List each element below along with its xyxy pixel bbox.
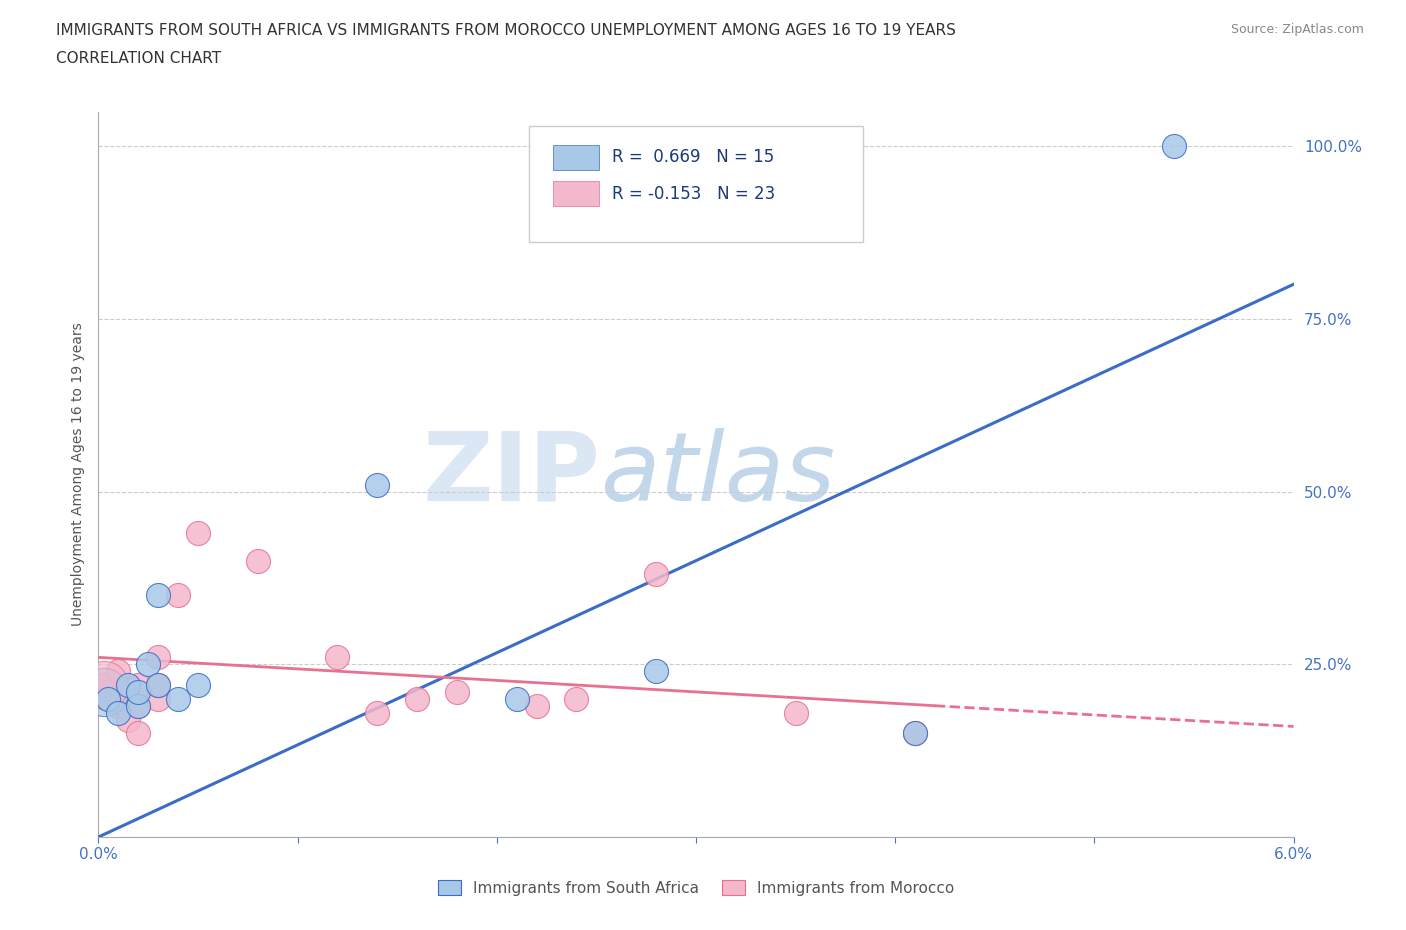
Point	[148, 691, 170, 706]
Point	[446, 684, 468, 699]
Point	[645, 567, 668, 582]
Point	[148, 678, 170, 693]
Text: IMMIGRANTS FROM SOUTH AFRICA VS IMMIGRANTS FROM MOROCCO UNEMPLOYMENT AMONG AGES : IMMIGRANTS FROM SOUTH AFRICA VS IMMIGRAN…	[56, 23, 956, 38]
Legend: Immigrants from South Africa, Immigrants from Morocco: Immigrants from South Africa, Immigrants…	[432, 873, 960, 902]
Point	[127, 698, 149, 713]
FancyBboxPatch shape	[553, 145, 599, 169]
Point	[565, 691, 588, 706]
Point	[107, 705, 129, 720]
Point	[167, 588, 190, 603]
Point	[107, 698, 129, 713]
Point	[93, 684, 115, 699]
FancyBboxPatch shape	[529, 126, 863, 242]
Point	[246, 553, 269, 568]
Point	[148, 588, 170, 603]
Text: ZIP: ZIP	[422, 428, 600, 521]
Point	[506, 691, 529, 706]
Point	[117, 678, 139, 693]
Point	[904, 726, 927, 741]
Point	[366, 477, 388, 492]
Point	[167, 691, 190, 706]
Point	[645, 664, 668, 679]
Point	[117, 712, 139, 727]
Point	[97, 691, 120, 706]
Point	[97, 691, 120, 706]
Point	[127, 678, 149, 693]
Point	[526, 698, 548, 713]
Text: R =  0.669   N = 15: R = 0.669 N = 15	[613, 148, 775, 166]
Point	[326, 650, 349, 665]
Point	[107, 664, 129, 679]
Point	[187, 678, 209, 693]
Point	[127, 684, 149, 699]
Point	[187, 525, 209, 540]
Point	[1163, 139, 1185, 153]
Point	[127, 726, 149, 741]
Point	[136, 657, 159, 671]
Y-axis label: Unemployment Among Ages 16 to 19 years: Unemployment Among Ages 16 to 19 years	[70, 323, 84, 626]
Text: atlas: atlas	[600, 428, 835, 521]
FancyBboxPatch shape	[553, 181, 599, 206]
Point	[93, 678, 115, 693]
Point	[127, 698, 149, 713]
Text: Source: ZipAtlas.com: Source: ZipAtlas.com	[1230, 23, 1364, 36]
Point	[785, 705, 807, 720]
Point	[148, 650, 170, 665]
Text: R = -0.153   N = 23: R = -0.153 N = 23	[613, 184, 776, 203]
Text: CORRELATION CHART: CORRELATION CHART	[56, 51, 221, 66]
Point	[366, 705, 388, 720]
Point	[93, 678, 115, 693]
Point	[148, 678, 170, 693]
Point	[904, 726, 927, 741]
Point	[406, 691, 429, 706]
